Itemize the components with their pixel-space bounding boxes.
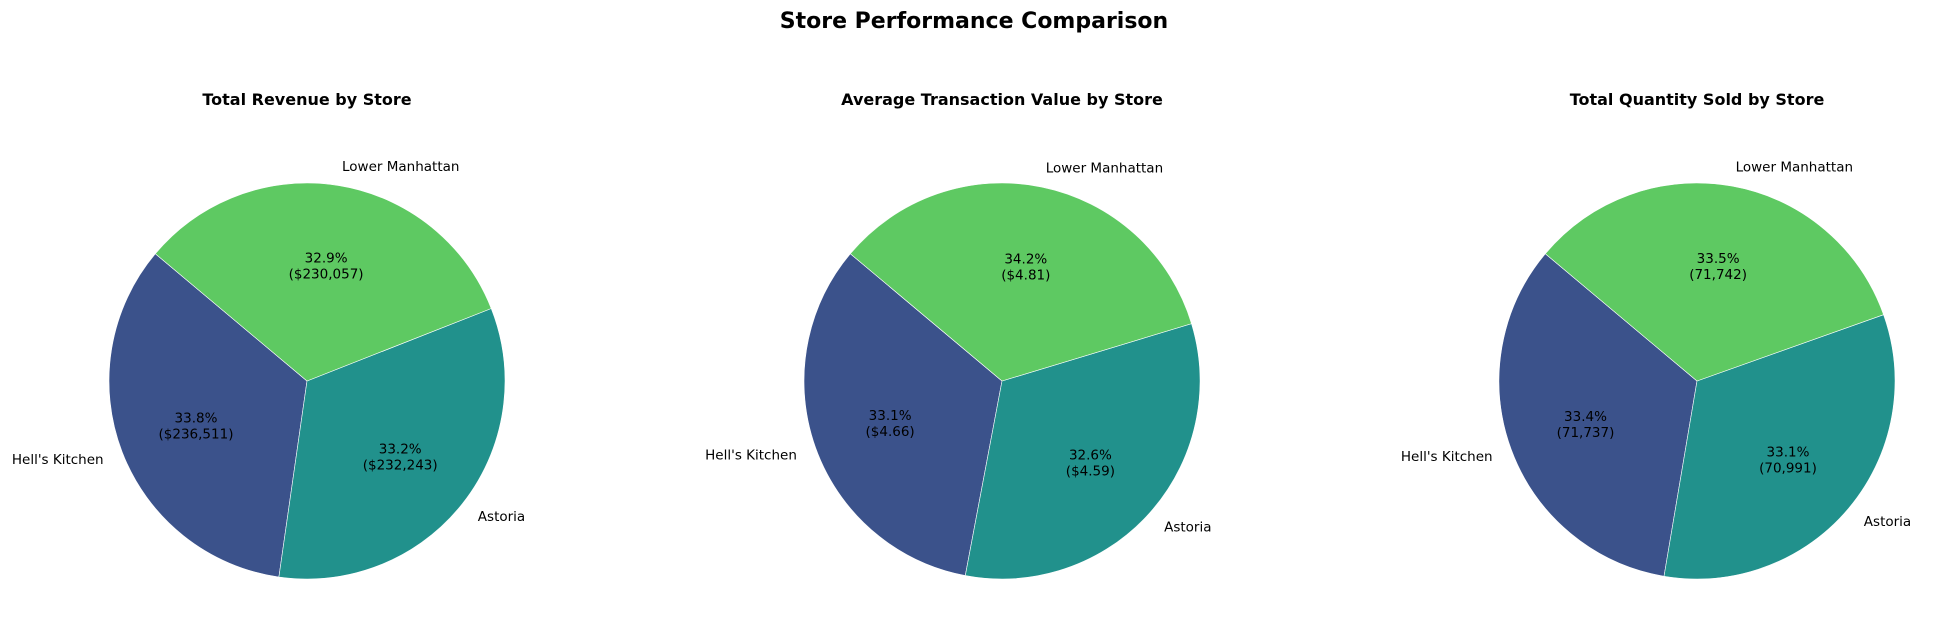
pie-slice — [964, 323, 1201, 580]
pie-chart-1: Total Revenue by Store 33.8%($236,511) Hel… — [12, 90, 525, 580]
slice-value-label: ($4.59) — [1066, 463, 1115, 479]
slice-percent-label: 33.2% — [379, 442, 422, 458]
slice-percent-label: 33.1% — [1767, 444, 1810, 460]
slice-percent-label: 33.5% — [1697, 251, 1740, 267]
slice-percent-label: 32.9% — [305, 251, 348, 267]
chart-title: Total Quantity Sold by Store — [1570, 90, 1825, 109]
chart-title: Average Transaction Value by Store — [841, 90, 1163, 109]
pie-chart-2: Average Transaction Value by Store33.1%(… — [705, 90, 1212, 580]
slice-category-label: Astoria — [1864, 514, 1911, 530]
slice-percent-label: 33.1% — [869, 408, 912, 424]
pie-slice — [1498, 253, 1698, 577]
chart-title: Total Revenue by Store — [202, 90, 411, 109]
slice-value-label: (71,742) — [1689, 267, 1747, 283]
slice-category-label: Hell's Kitchen — [12, 452, 104, 468]
slice-value-label: ($4.81) — [1001, 268, 1050, 284]
slice-percent-label: 33.8% — [175, 410, 218, 426]
slice-category-label: Lower Manhattan — [1736, 160, 1853, 176]
slice-value-label: ($236,511) — [159, 426, 234, 442]
slice-percent-label: 34.2% — [1004, 252, 1047, 268]
slice-category-label: Lower Manhattan — [342, 159, 459, 175]
slice-category-label: Astoria — [1164, 520, 1211, 536]
slice-category-label: Hell's Kitchen — [1401, 449, 1493, 465]
pie-slice — [1663, 314, 1896, 580]
slice-category-label: Lower Manhattan — [1046, 161, 1163, 177]
slice-value-label: ($4.66) — [866, 424, 915, 440]
slice-category-label: Astoria — [478, 509, 525, 525]
pie-slice — [278, 308, 506, 580]
pie-slice — [108, 253, 308, 578]
charts-container: Total Revenue by Store 33.8%($236,511) Hel… — [12, 90, 1911, 580]
pie-chart-3: Total Quantity Sold by Store 33.4%(71,737… — [1401, 90, 1911, 580]
slice-percent-label: 32.6% — [1069, 447, 1112, 463]
slice-value-label: (71,737) — [1557, 425, 1615, 441]
pie-slice — [849, 182, 1192, 382]
pie-slice — [1544, 182, 1884, 382]
pie-slice — [154, 182, 492, 382]
slice-value-label: ($230,057) — [289, 267, 364, 283]
slice-percent-label: 33.4% — [1564, 409, 1607, 425]
slice-value-label: (70,991) — [1759, 460, 1817, 476]
pie-slice — [803, 253, 1003, 576]
figure-title: Store Performance Comparison — [780, 9, 1168, 34]
slice-category-label: Hell's Kitchen — [705, 447, 797, 463]
slice-value-label: ($232,243) — [363, 458, 438, 474]
